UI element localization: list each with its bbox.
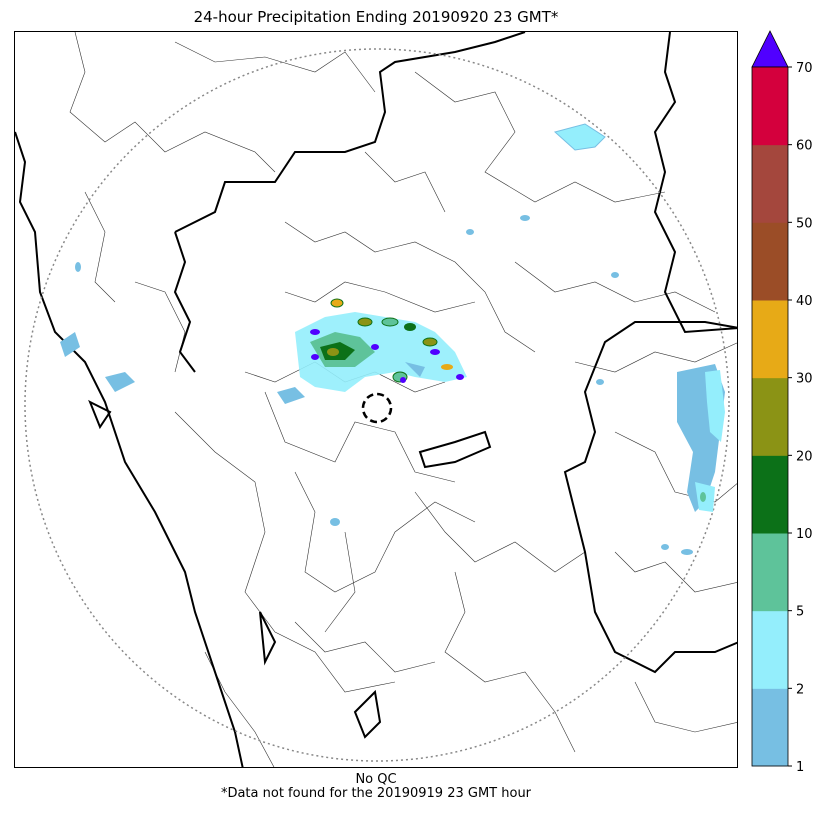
map-canvas	[15, 32, 737, 767]
colorbar-frame	[751, 66, 789, 767]
colorbar-segment	[752, 455, 788, 534]
colorbar-tick-label: 30	[796, 372, 813, 387]
colorbar-tick-label: 5	[796, 605, 804, 620]
colorbar-tick-label: 10	[796, 527, 813, 542]
colorbar-segment	[752, 533, 788, 612]
colorbar-tick-label: 2	[796, 682, 804, 697]
state-boundaries	[15, 32, 737, 767]
precipitation-echoes	[60, 123, 725, 555]
colorbar-segment	[752, 222, 788, 301]
qc-label: No QC	[355, 772, 397, 787]
colorbar-segment	[752, 67, 788, 146]
radar-site-marker	[361, 392, 393, 424]
colorbar-tick-label: 1	[796, 760, 804, 775]
colorbar-tick-label: 50	[796, 216, 813, 231]
district-boundaries	[69, 32, 737, 767]
colorbar-tick-label: 60	[796, 139, 813, 154]
map-title: 24-hour Precipitation Ending 20190920 23…	[193, 8, 559, 26]
colorbar-over-arrow	[751, 30, 789, 68]
colorbar-segment	[752, 610, 788, 689]
colorbar-canvas: 1 2 5 10 20 30 40 50 60 70	[751, 30, 813, 775]
missing-data-note: *Data not found for the 20190919 23 GMT …	[220, 786, 532, 801]
radar-range-ring	[24, 48, 730, 762]
colorbar-segment	[752, 377, 788, 456]
precipitation-colorbar: 1 2 5 10 20 30 40 50 60 70	[748, 28, 818, 775]
colorbar-tick-label: 20	[796, 449, 813, 464]
colorbar-segment	[752, 144, 788, 223]
colorbar-tick-label: 70	[796, 61, 813, 76]
colorbar-segment	[752, 688, 788, 767]
colorbar-tick-label: 40	[796, 294, 813, 309]
colorbar-segment	[752, 300, 788, 379]
precipitation-map[interactable]	[14, 31, 738, 768]
